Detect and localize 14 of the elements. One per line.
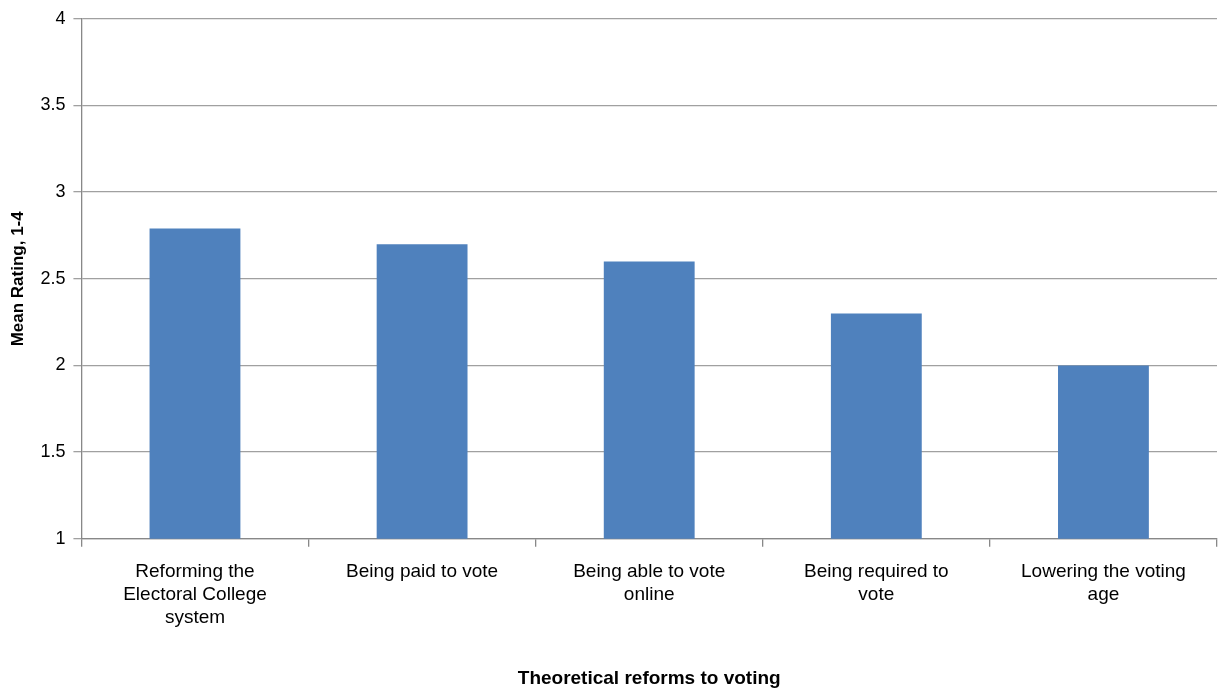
x-tick-label: Being required to vote xyxy=(803,560,949,605)
x-tick-label: Lowering the voting age xyxy=(1021,560,1186,605)
x-tick-label: Being paid to vote xyxy=(346,560,499,582)
y-tick-label: 4 xyxy=(55,7,66,28)
x-tick-label: Being able to vote online xyxy=(573,560,726,605)
y-tick-label: 2.5 xyxy=(40,267,66,288)
y-tick-label: 3.5 xyxy=(40,94,66,115)
y-tick-label: 2 xyxy=(55,354,66,375)
y-tick-label: 1 xyxy=(55,527,66,548)
x-axis-title: Theoretical reforms to voting xyxy=(517,666,781,688)
x-tick-label: Reforming the Electoral College system xyxy=(123,560,267,628)
y-tick-label: 3 xyxy=(55,181,66,202)
y-tick-label: 1.5 xyxy=(40,441,66,462)
y-axis-title: Mean Rating, 1-4 xyxy=(7,210,27,347)
